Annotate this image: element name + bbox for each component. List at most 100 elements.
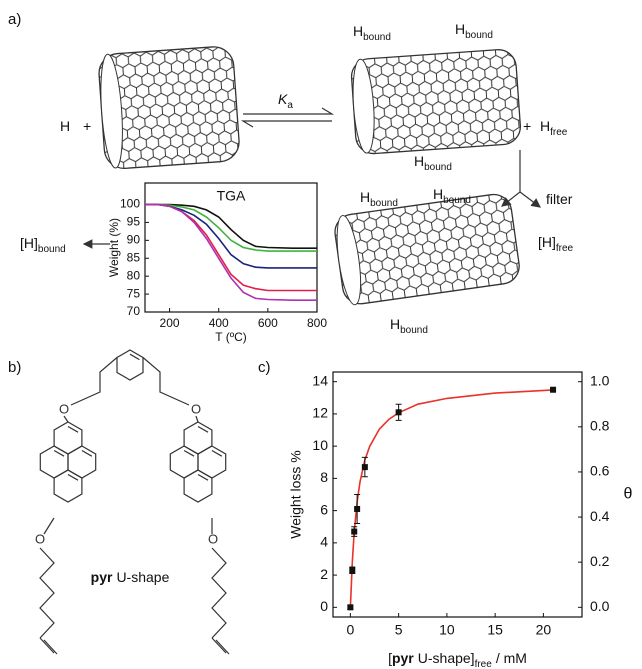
scheme-label: Hbound	[360, 189, 398, 209]
y-tick-label: 100	[120, 197, 140, 211]
scheme-label: [H]bound	[20, 235, 66, 255]
bond	[71, 358, 117, 406]
scheme-label: Hbound	[390, 316, 428, 336]
x-tick-label: 5	[395, 622, 403, 638]
x-axis-label-part: / mM	[496, 650, 527, 666]
data-point	[354, 506, 360, 512]
fit-line	[350, 390, 553, 607]
y2-tick-label: 1.0	[590, 372, 610, 388]
bond	[212, 548, 226, 638]
scheme-label-main: H	[414, 153, 424, 169]
y-tick-label: 85	[127, 250, 141, 264]
data-point	[550, 387, 556, 393]
x-tick-label: 15	[487, 622, 503, 638]
atom: O	[191, 401, 201, 416]
x-axis-label-part: U-shape]	[418, 650, 475, 666]
x-axis-label-part: pyr	[392, 650, 414, 666]
y-tick-label: 95	[127, 215, 141, 229]
y-tick-label: 14	[312, 372, 328, 388]
scheme-label-main: [H]	[20, 235, 38, 251]
y2-tick-label: 0.8	[590, 418, 610, 434]
data-line	[145, 205, 317, 252]
atom: O	[59, 401, 69, 416]
scheme-label-sub: bound	[38, 244, 66, 255]
x-tick-label: 200	[160, 316, 180, 330]
scheme-label-sub: bound	[363, 32, 391, 43]
y-tick-label: 4	[320, 534, 328, 550]
scheme-label-main: filter	[546, 191, 573, 207]
data-line	[145, 205, 317, 249]
scheme-label: Hfree	[540, 118, 568, 138]
scheme-label-main: H	[353, 23, 363, 39]
scheme-label-main: +	[523, 118, 531, 134]
molecule-label-rest: U-shape	[116, 569, 169, 585]
figure: a) b) c) OOOO H+KaHboundHbound+HfreeHbou…	[0, 0, 642, 669]
x-tick-label: 800	[307, 316, 327, 330]
atom: O	[208, 531, 218, 546]
y2-tick-label: 0.4	[590, 508, 610, 524]
y-tick-label: 70	[127, 304, 141, 318]
scheme-label-sub: free	[550, 127, 568, 138]
x-tick-label: 0	[346, 622, 354, 638]
x-tick-label: 600	[258, 316, 278, 330]
scheme-label: filter	[546, 191, 573, 207]
scheme-label-sub: bound	[424, 162, 452, 173]
scheme-label: +	[83, 118, 91, 134]
y-tick-label: 12	[312, 405, 328, 421]
scheme-label-sub: bound	[370, 198, 398, 209]
data-point	[347, 604, 353, 610]
y-tick-label: 10	[312, 437, 328, 453]
molecule-label: pyrU-shape	[91, 569, 170, 585]
bond	[40, 638, 54, 653]
y-tick-label: 80	[127, 268, 141, 282]
scheme-label: Hbound	[353, 23, 391, 43]
x-axis-label: T (ºC)	[215, 330, 247, 344]
panel-label: b)	[8, 359, 21, 376]
x-axis-label-part: free	[475, 659, 493, 669]
data-point	[362, 464, 368, 470]
bond	[143, 358, 189, 406]
filter-arrow	[502, 150, 540, 207]
x-tick-label: 20	[536, 622, 552, 638]
y-tick-label: 90	[127, 233, 141, 247]
y-tick-label: 6	[320, 501, 328, 517]
scheme-label-main: H	[360, 189, 370, 205]
y2-tick-label: 0.6	[590, 463, 610, 479]
scheme-label-main: [H]	[538, 234, 556, 250]
bond	[216, 640, 229, 654]
y2-axis-label: θ	[624, 486, 633, 503]
bond	[212, 638, 226, 653]
scheme-label: [H]free	[538, 234, 574, 254]
y-axis-label: Weight loss %	[288, 450, 304, 538]
panel-label: a)	[8, 11, 21, 28]
y-tick-label: 75	[127, 286, 141, 300]
x-tick-label: 10	[439, 622, 455, 638]
bond	[44, 518, 54, 534]
scheme-label: Ka	[278, 91, 293, 111]
y-axis-label: Weight (%)	[107, 218, 121, 277]
scheme-label: Hbound	[414, 153, 452, 173]
data-point	[396, 409, 402, 415]
scheme-label-main: H	[433, 186, 443, 202]
scheme-label-main: +	[83, 118, 91, 134]
bond	[40, 548, 54, 638]
scheme-label-sub: a	[287, 100, 293, 111]
y-tick-label: 0	[320, 598, 328, 614]
bond	[196, 416, 198, 422]
bond	[64, 416, 68, 422]
scheme-label: Hbound	[455, 21, 493, 41]
scheme-label-sub: free	[556, 243, 574, 254]
scheme-label-main: H	[455, 21, 465, 37]
y2-tick-label: 0.2	[590, 553, 610, 569]
y-tick-label: 2	[320, 566, 328, 582]
data-line	[145, 205, 317, 268]
scheme-label-main: H	[60, 118, 70, 134]
panel-label: c)	[258, 359, 271, 376]
data-line	[145, 205, 317, 301]
data-point	[349, 567, 355, 573]
plot-frame	[333, 372, 582, 617]
y2-tick-label: 0.0	[590, 598, 610, 614]
scheme-label-sub: bound	[443, 195, 471, 206]
